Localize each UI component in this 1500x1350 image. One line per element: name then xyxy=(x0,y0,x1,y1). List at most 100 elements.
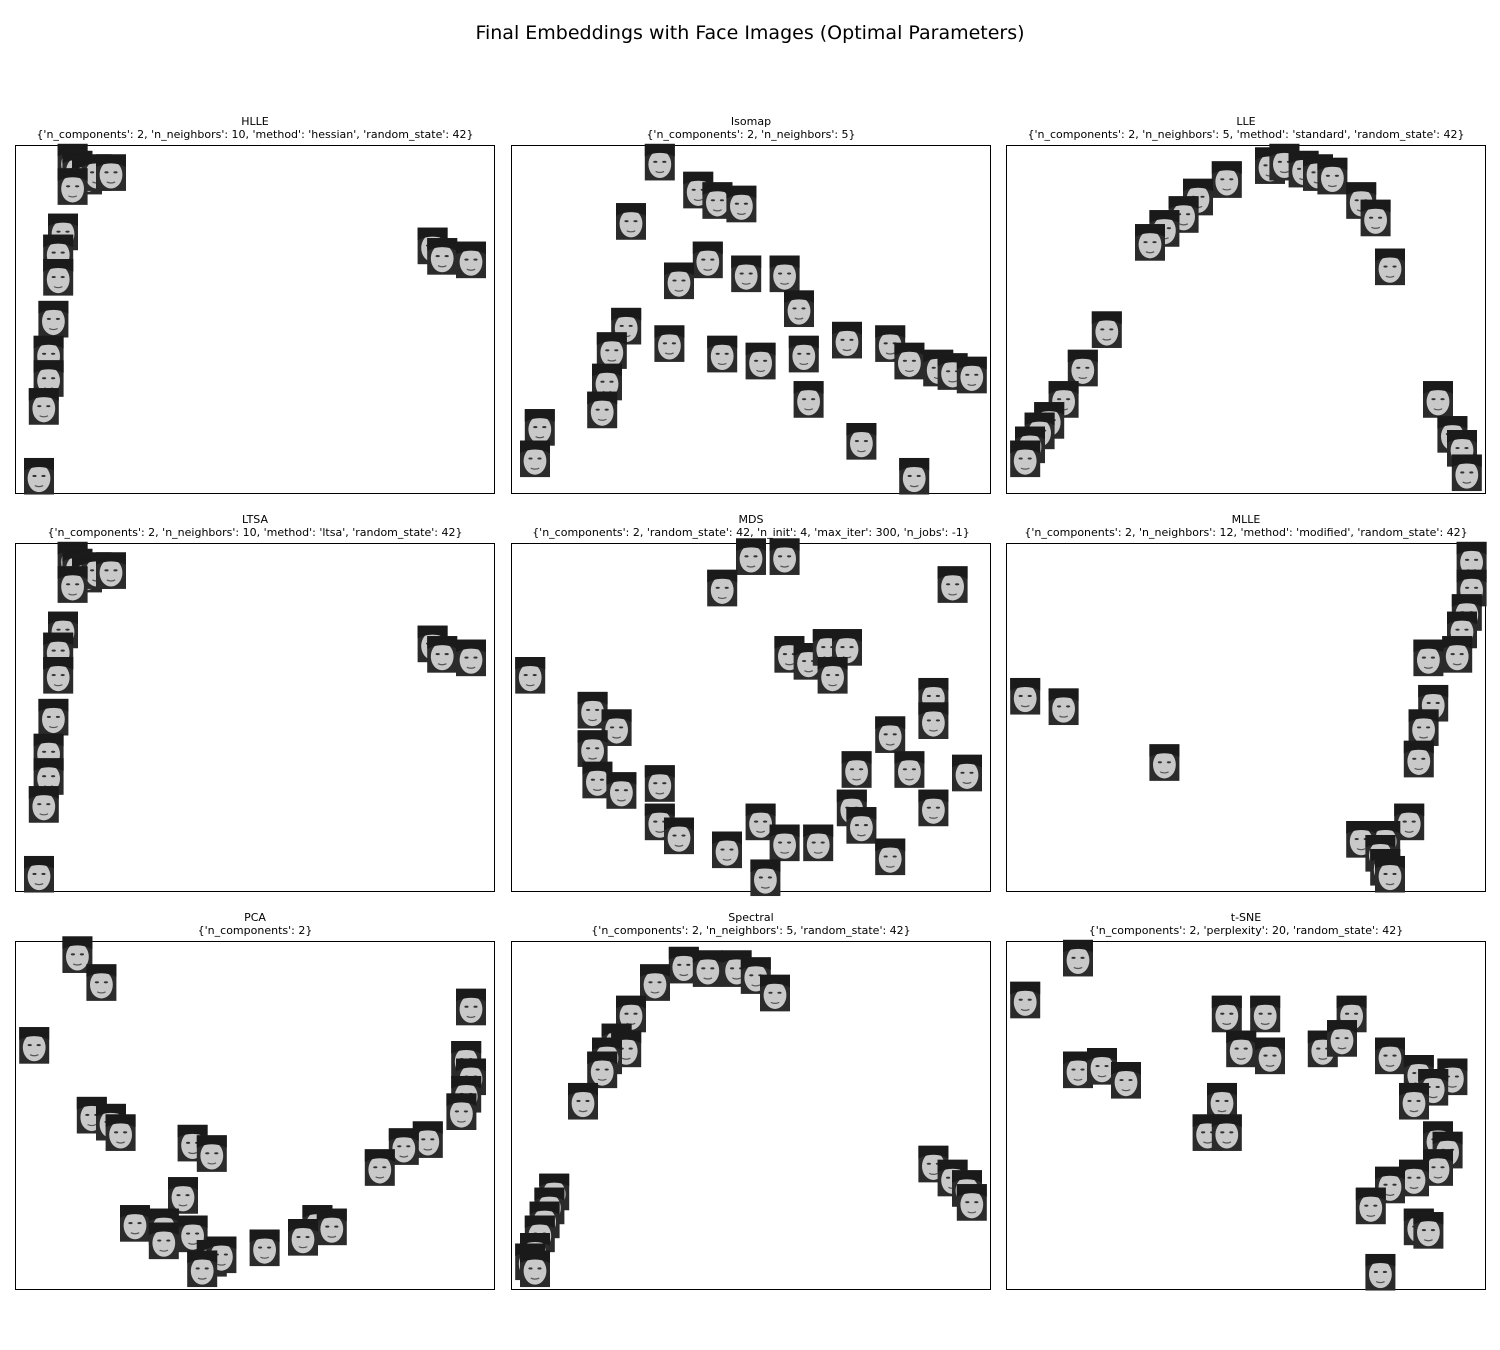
plot-frame xyxy=(15,543,495,892)
plot-pca xyxy=(15,936,495,1290)
face-point xyxy=(577,691,608,729)
face-point xyxy=(196,1135,227,1172)
face-point xyxy=(894,342,925,380)
face-point xyxy=(316,1208,347,1246)
face-point xyxy=(1403,740,1434,778)
face-point xyxy=(520,1250,550,1288)
face-point xyxy=(692,950,723,987)
face-point xyxy=(28,786,59,823)
face-point xyxy=(1111,1062,1141,1099)
face-point xyxy=(427,238,458,275)
panel-title-pca: PCA {'n_components': 2} xyxy=(15,911,495,937)
face-point xyxy=(616,203,646,240)
method-name: LTSA xyxy=(241,513,269,526)
face-point xyxy=(456,988,486,1026)
face-point xyxy=(875,716,906,753)
face-point xyxy=(24,855,54,893)
face-point xyxy=(788,335,819,373)
face-point xyxy=(1442,636,1473,673)
face-point xyxy=(952,754,982,792)
face-point xyxy=(664,262,694,300)
face-point xyxy=(616,995,646,1033)
face-point xyxy=(1135,224,1165,261)
face-point xyxy=(1211,995,1242,1033)
plot-mds xyxy=(511,538,991,897)
face-point xyxy=(1010,981,1041,1019)
panel-title-spectral: Spectral {'n_components': 2, 'n_neighbors… xyxy=(511,911,991,937)
face-point xyxy=(1255,1037,1285,1075)
method-params: {'n_components': 2, 'n_neighbors': 5} xyxy=(646,128,856,141)
face-point xyxy=(577,730,608,767)
panel-title-mlle: MLLE {'n_components': 2, 'n_neighbors': 1… xyxy=(1006,513,1486,539)
face-point xyxy=(793,381,824,418)
face-point xyxy=(875,838,906,876)
face-point xyxy=(168,1177,198,1214)
face-point xyxy=(846,423,877,460)
face-point xyxy=(1048,381,1079,418)
plot-spectral xyxy=(511,941,991,1290)
method-name: HLLE xyxy=(241,115,269,128)
face-point xyxy=(43,259,74,296)
face-point xyxy=(606,772,637,809)
figure-title: Final Embeddings with Face Images (Optim… xyxy=(475,22,1025,44)
face-point xyxy=(96,154,126,191)
face-point xyxy=(1063,939,1093,977)
face-point xyxy=(596,332,627,369)
face-point xyxy=(1451,454,1482,492)
face-point xyxy=(515,657,546,694)
face-point xyxy=(105,1114,136,1151)
face-point xyxy=(456,639,486,677)
face-point xyxy=(1327,1020,1357,1057)
method-params: {'n_components': 2} xyxy=(197,924,313,937)
face-point xyxy=(956,1184,987,1221)
face-point xyxy=(288,1219,318,1256)
face-point xyxy=(1226,1030,1257,1068)
plot-frame xyxy=(1006,941,1486,1290)
face-point xyxy=(760,974,790,1012)
face-point xyxy=(120,1205,150,1242)
plot-t-sne xyxy=(1006,939,1486,1291)
panel-title-t-sne: t-SNE {'n_components': 2, 'perplexity': 2… xyxy=(1006,911,1486,937)
face-point xyxy=(24,457,54,495)
face-point xyxy=(1360,199,1391,237)
face-point xyxy=(1010,677,1041,715)
method-params: {'n_components': 2, 'n_neighbors': 5, 'm… xyxy=(1027,128,1465,141)
plot-lle xyxy=(1006,143,1486,494)
face-point xyxy=(187,1250,218,1288)
method-name: Isomap xyxy=(730,115,772,128)
method-name: PCA xyxy=(244,911,266,924)
face-point xyxy=(817,657,848,694)
face-point xyxy=(524,409,555,446)
panel-title-hlle: HLLE {'n_components': 2, 'n_neighbors': 1… xyxy=(15,115,495,141)
face-point xyxy=(644,143,675,181)
face-point xyxy=(568,1082,598,1120)
method-name: Spectral xyxy=(728,911,774,924)
face-point xyxy=(38,300,69,338)
method-params: {'n_components': 2, 'random_state': 42, … xyxy=(532,526,970,539)
face-point xyxy=(28,388,59,425)
method-name: LLE xyxy=(1236,115,1256,128)
face-point xyxy=(38,698,69,736)
face-point xyxy=(894,751,925,788)
method-params: {'n_components': 2, 'perplexity': 20, 'r… xyxy=(1088,924,1404,937)
face-point xyxy=(918,789,949,827)
plot-frame xyxy=(511,941,991,1290)
face-point xyxy=(899,457,930,495)
face-point xyxy=(1355,1187,1386,1225)
face-point xyxy=(736,538,766,575)
face-point xyxy=(726,185,757,223)
face-point xyxy=(664,817,694,855)
plot-frame xyxy=(511,145,991,494)
face-point xyxy=(43,657,74,694)
face-point xyxy=(784,290,814,328)
face-point xyxy=(918,702,949,739)
face-point xyxy=(57,566,88,603)
face-point xyxy=(1423,381,1453,418)
panel-title-lle: LLE {'n_components': 2, 'n_neighbors': 5,… xyxy=(1006,115,1486,141)
face-point xyxy=(731,255,762,293)
plot-frame xyxy=(1006,145,1486,494)
panel-title-ltsa: LTSA {'n_components': 2, 'n_neighbors': 1… xyxy=(15,513,495,539)
face-point xyxy=(1067,349,1098,387)
face-point xyxy=(803,824,834,862)
panel-title-mds: MDS {'n_components': 2, 'random_state': 4… xyxy=(511,513,991,539)
